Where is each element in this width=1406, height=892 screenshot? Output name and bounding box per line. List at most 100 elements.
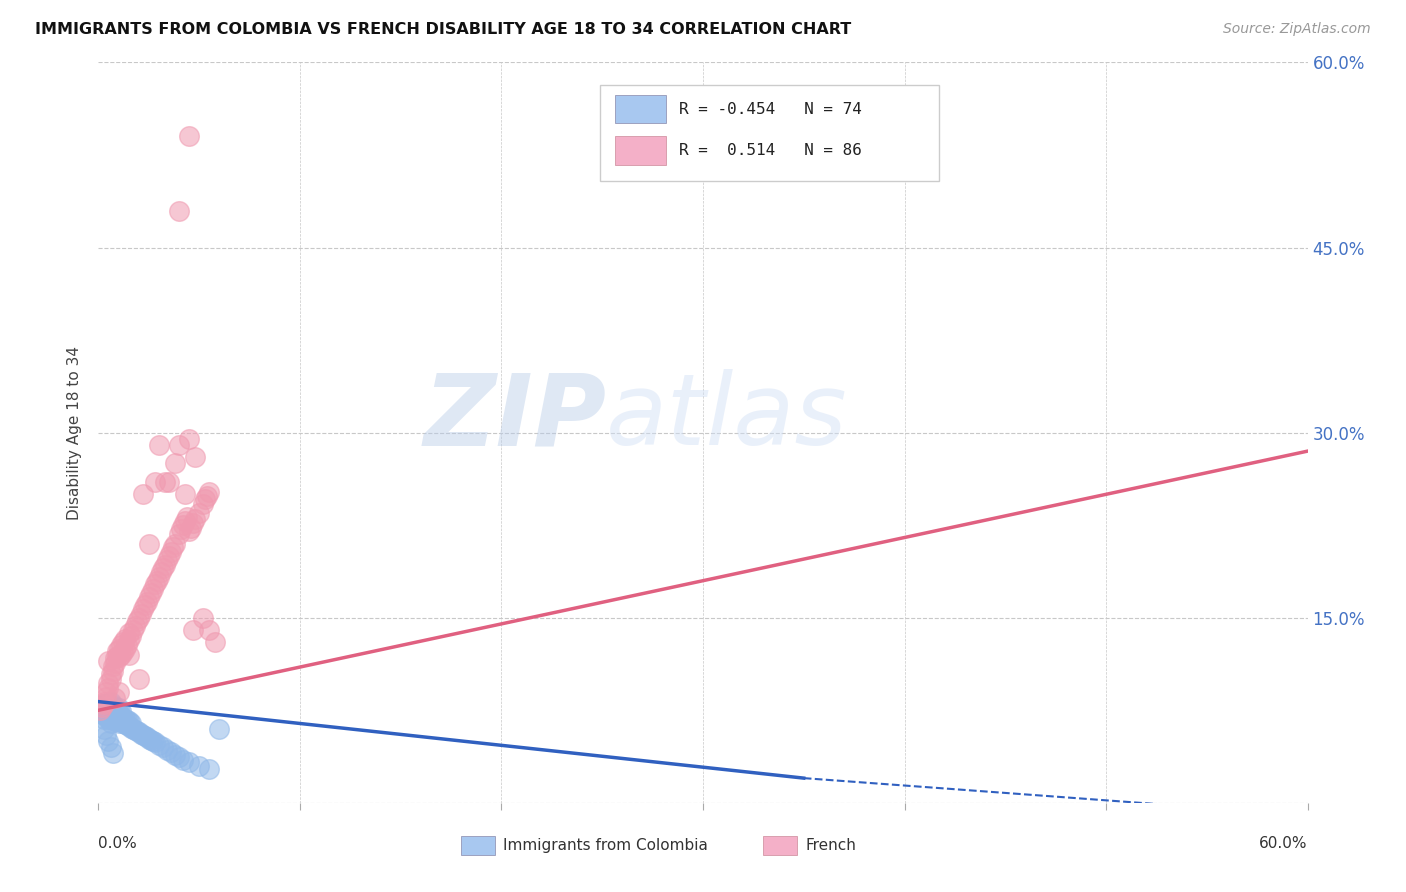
Point [129, 727, 152, 741]
Point [184, 450, 207, 465]
Point [152, 561, 174, 575]
Point [89, 703, 111, 717]
Point [111, 715, 134, 730]
Point [138, 731, 160, 746]
Point [162, 541, 184, 555]
Point [138, 536, 160, 550]
Point [114, 641, 136, 656]
Point [93, 712, 115, 726]
Point [135, 595, 157, 609]
Point [114, 712, 136, 726]
Point [100, 673, 122, 687]
Text: 0.0%: 0.0% [98, 836, 138, 851]
Point [128, 673, 150, 687]
Point [110, 705, 132, 719]
Point [103, 705, 125, 719]
Text: French: French [806, 838, 856, 854]
Point [96, 728, 118, 742]
Point [167, 203, 190, 218]
Point [118, 632, 141, 647]
Point [93, 695, 115, 709]
Point [103, 699, 125, 714]
Point [163, 457, 186, 471]
Point [120, 721, 142, 735]
Point [101, 658, 124, 673]
Point [93, 697, 115, 711]
Point [208, 722, 231, 736]
Point [148, 438, 170, 452]
Point [93, 697, 115, 711]
Point [110, 714, 132, 729]
Point [107, 715, 129, 730]
Point [114, 716, 136, 731]
Point [180, 521, 202, 535]
Point [107, 641, 129, 656]
Point [97, 712, 120, 726]
Point [115, 713, 138, 727]
Point [111, 645, 134, 659]
Point [101, 664, 124, 678]
Point [157, 549, 180, 563]
Point [174, 515, 197, 529]
Point [138, 590, 160, 604]
Point [97, 702, 120, 716]
Text: Source: ZipAtlas.com: Source: ZipAtlas.com [1223, 22, 1371, 37]
Bar [614, 95, 665, 123]
Point [121, 623, 143, 637]
Point [101, 708, 124, 723]
Point [172, 753, 194, 767]
Point [184, 512, 207, 526]
Point [198, 763, 221, 777]
Point [118, 648, 141, 662]
Point [96, 703, 118, 717]
Point [100, 667, 122, 681]
Point [124, 723, 146, 737]
Point [115, 638, 138, 652]
Point [105, 703, 128, 717]
Text: Immigrants from Colombia: Immigrants from Colombia [503, 838, 709, 854]
Point [93, 722, 115, 736]
Point [129, 607, 152, 621]
Point [110, 709, 132, 723]
Point [100, 709, 122, 723]
Point [156, 743, 179, 757]
Text: ZIP: ZIP [423, 369, 606, 467]
Point [91, 706, 114, 721]
Point [176, 509, 198, 524]
Bar [763, 836, 797, 855]
Point [125, 615, 148, 629]
Point [139, 732, 162, 747]
Point [152, 740, 174, 755]
Point [167, 526, 190, 541]
Point [101, 713, 124, 727]
Point [118, 714, 141, 729]
Point [97, 681, 120, 695]
Point [103, 651, 125, 665]
Point [96, 690, 118, 704]
Point [153, 475, 176, 489]
Point [105, 648, 128, 663]
Point [111, 711, 134, 725]
Point [142, 582, 165, 597]
Text: IMMIGRANTS FROM COLOMBIA VS FRENCH DISABILITY AGE 18 TO 34 CORRELATION CHART: IMMIGRANTS FROM COLOMBIA VS FRENCH DISAB… [35, 22, 852, 37]
Point [128, 610, 150, 624]
Point [91, 699, 114, 714]
Point [179, 755, 201, 769]
Point [143, 475, 166, 489]
Point [135, 731, 157, 745]
Point [101, 747, 124, 761]
Point [97, 697, 120, 711]
Point [103, 714, 125, 729]
Point [93, 706, 115, 720]
Point [121, 722, 143, 736]
Point [107, 685, 129, 699]
Point [149, 565, 172, 579]
Text: R =  0.514   N = 86: R = 0.514 N = 86 [679, 143, 862, 158]
Point [148, 738, 170, 752]
Point [89, 703, 111, 717]
Point [170, 522, 193, 536]
Point [195, 489, 218, 503]
Point [181, 516, 204, 530]
Point [153, 558, 176, 572]
Point [96, 697, 118, 711]
